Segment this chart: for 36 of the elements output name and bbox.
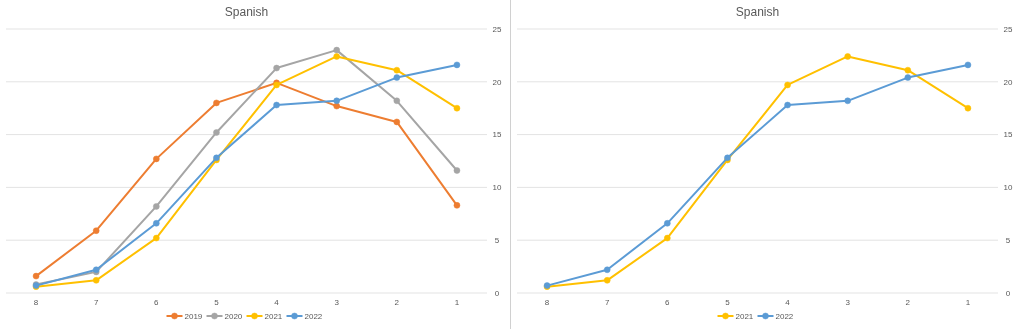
- y-tick-label: 25: [492, 24, 502, 34]
- x-tick-label: 8: [33, 298, 39, 307]
- x-tick-label: 7: [93, 298, 99, 307]
- y-tick-label: 10: [1003, 183, 1013, 193]
- legend-label: 2020: [224, 312, 243, 321]
- x-tick-label: 1: [965, 298, 971, 307]
- x-tick-label: 3: [845, 298, 851, 307]
- x-tick-label: 6: [665, 298, 671, 307]
- legend-label: 2021: [264, 312, 283, 321]
- chart-title: Spanish: [224, 5, 269, 19]
- x-tick-label: 4: [785, 298, 791, 307]
- legend-label: 2021: [735, 312, 754, 321]
- y-tick-label: 15: [1003, 130, 1013, 140]
- chart-title: Spanish: [735, 5, 780, 19]
- y-tick-label: 20: [492, 77, 502, 87]
- y-tick-label: 15: [492, 130, 502, 140]
- x-tick-label: 1: [454, 298, 460, 307]
- x-tick-label: 2: [905, 298, 911, 307]
- y-tick-label: 10: [492, 183, 502, 193]
- x-tick-label: 4: [274, 298, 280, 307]
- y-tick-label: 20: [1003, 77, 1013, 87]
- x-tick-label: 5: [214, 298, 220, 307]
- x-tick-label: 5: [725, 298, 731, 307]
- legend-label: 2022: [304, 312, 323, 321]
- legend-label: 2022: [775, 312, 794, 321]
- y-tick-label: 25: [1003, 24, 1013, 34]
- x-tick-label: 6: [154, 298, 160, 307]
- x-tick-label: 2: [394, 298, 400, 307]
- x-tick-label: 8: [544, 298, 550, 307]
- x-tick-label: 7: [604, 298, 610, 307]
- y-tick-label: 0: [1005, 288, 1011, 298]
- y-tick-label: 5: [1005, 236, 1011, 245]
- y-tick-label: 5: [494, 236, 500, 245]
- y-tick-label: 0: [494, 288, 500, 298]
- x-tick-label: 3: [334, 298, 340, 307]
- legend-label: 2019: [184, 312, 203, 321]
